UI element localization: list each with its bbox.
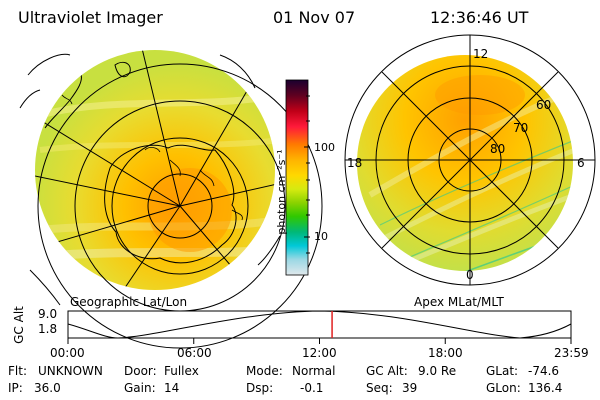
info-gain-key: Gain: xyxy=(124,381,156,395)
timeline-xtick-1200: 12:00 xyxy=(302,346,337,360)
timeline-frame xyxy=(67,310,572,339)
info-mode-key: Mode: xyxy=(246,364,283,378)
info-dsp-value: -0.1 xyxy=(300,381,324,395)
info-flt-value: UNKNOWN xyxy=(38,364,103,378)
mlt-label-0: 0 xyxy=(466,268,474,282)
mlat-label-60: 60 xyxy=(536,98,552,112)
left-graticule xyxy=(35,50,323,349)
timeline-ytick-1.8: 1.8 xyxy=(38,322,58,336)
outer-coast-fragments xyxy=(19,53,281,306)
info-flt-key: Flt: xyxy=(8,364,27,378)
colorbar-tick-10: 10 xyxy=(314,230,328,243)
timeline-ytick-9: 9.0 xyxy=(38,307,58,321)
timeline-ticks xyxy=(67,338,572,344)
info-seq-key: Seq: xyxy=(366,381,393,395)
time-label: 12:36:46 UT xyxy=(430,8,529,27)
info-ip-value: 36.0 xyxy=(34,381,61,395)
geographic-map xyxy=(19,50,323,349)
info-ip-key: IP: xyxy=(8,381,23,395)
info-glat-key: GLat: xyxy=(486,364,519,378)
colorbar-ticks xyxy=(304,95,310,254)
instrument-title: Ultraviolet Imager xyxy=(18,8,163,27)
mlt-label-18: 18 xyxy=(347,156,363,170)
info-dsp-key: Dsp: xyxy=(246,381,274,395)
mlt-label-12: 12 xyxy=(473,47,489,61)
info-mode-value: Normal xyxy=(292,364,336,378)
timeline-xtick-0000: 00:00 xyxy=(50,346,85,360)
magnetic-map xyxy=(344,34,596,286)
info-gain-value: 14 xyxy=(164,381,180,395)
mlat-label-70: 70 xyxy=(513,121,529,135)
altitude-timeline xyxy=(67,310,572,344)
info-gcalt-key: GC Alt: xyxy=(366,364,408,378)
timeline-xtick-0600: 06:00 xyxy=(177,346,212,360)
right-map-caption: Apex MLat/MLT xyxy=(414,295,504,309)
antarctica-coast xyxy=(104,144,237,264)
timeline-xtick-2359: 23:59 xyxy=(554,346,589,360)
info-glon-key: GLon: xyxy=(486,381,521,395)
colorbar-tick-100: 100 xyxy=(314,141,335,154)
colorbar-unit-label: photon cm⁻²s⁻¹ xyxy=(275,149,288,235)
info-door-value: Fullex xyxy=(164,364,199,378)
left-map-caption: Geographic Lat/Lon xyxy=(70,295,188,309)
right-graticule xyxy=(344,34,596,286)
mlt-label-6: 6 xyxy=(577,156,585,170)
altitude-curve xyxy=(67,310,572,339)
info-glon-value: 136.4 xyxy=(528,381,563,395)
date-label: 01 Nov 07 xyxy=(273,8,356,27)
colorbar xyxy=(285,79,310,276)
info-gcalt-value: 9.0 Re xyxy=(418,364,457,378)
colorbar-gradient xyxy=(285,79,309,276)
right-image-texture xyxy=(368,75,573,271)
timeline-axis-title: GC Alt xyxy=(12,306,26,344)
timeline-xtick-1800: 18:00 xyxy=(428,346,463,360)
info-seq-value: 39 xyxy=(402,381,418,395)
info-glat-value: -74.6 xyxy=(528,364,560,378)
info-door-key: Door: xyxy=(124,364,157,378)
mlat-label-80: 80 xyxy=(490,142,506,156)
